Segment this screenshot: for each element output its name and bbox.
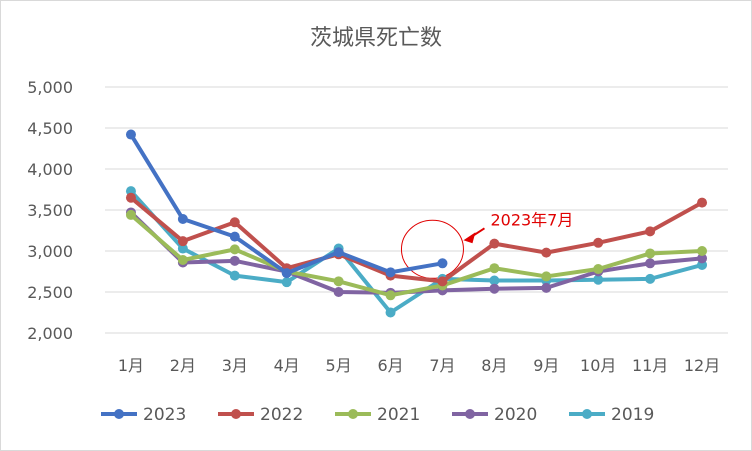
x-tick-label: 9月 (533, 356, 559, 375)
y-tick-label: 3,000 (27, 242, 73, 261)
data-point (333, 276, 344, 287)
legend-label: 2023 (143, 405, 186, 425)
data-point (489, 238, 500, 249)
data-point (593, 274, 604, 285)
legend-swatch-marker (348, 409, 358, 419)
data-point (333, 287, 344, 297)
data-point (229, 270, 240, 281)
x-tick-label: 1月 (118, 356, 144, 375)
series-2023 (125, 129, 448, 279)
data-point (125, 129, 136, 140)
series-2022 (125, 192, 708, 287)
y-tick-label: 3,500 (27, 201, 73, 220)
data-point (645, 258, 656, 269)
annotation-label: 2023年7月 (490, 210, 573, 229)
x-tick-label: 4月 (274, 356, 300, 375)
legend-item-2021: 2021 (335, 405, 420, 425)
data-point (229, 231, 240, 242)
data-point (177, 243, 188, 254)
data-point (541, 271, 552, 282)
data-point (541, 282, 552, 293)
data-point (489, 275, 500, 286)
legend-item-2022: 2022 (218, 405, 303, 425)
data-point (593, 264, 604, 275)
data-point (697, 246, 708, 256)
legend-swatch-marker (465, 409, 475, 419)
y-tick-label: 4,000 (27, 160, 73, 179)
chart-title: 茨城県死亡数 (310, 26, 442, 51)
data-point (333, 247, 344, 258)
data-point (645, 248, 656, 259)
data-point (385, 267, 396, 278)
y-tick-label: 4,500 (27, 119, 73, 138)
data-point (281, 277, 292, 288)
data-point (125, 192, 136, 203)
data-point (385, 307, 396, 318)
x-tick-label: 2月 (170, 356, 196, 375)
legend-swatch-marker (582, 409, 592, 419)
data-point (645, 226, 656, 237)
data-point (385, 290, 396, 301)
x-tick-label: 3月 (222, 356, 248, 375)
annotation-arrowhead (463, 232, 476, 244)
series-2021 (125, 209, 708, 301)
x-tick-label: 11月 (632, 356, 668, 375)
x-tick-label: 8月 (481, 356, 507, 375)
y-tick-label: 5,000 (27, 78, 73, 97)
series-line-2019 (128, 189, 705, 315)
data-point (177, 255, 188, 266)
data-point (541, 247, 552, 258)
data-point (177, 214, 188, 225)
data-point (645, 273, 656, 284)
data-point (489, 263, 500, 274)
series-line-2022 (128, 195, 705, 284)
y-tick-label: 2,500 (27, 283, 73, 302)
data-point (593, 237, 604, 248)
data-point (229, 217, 240, 228)
x-tick-label: 12月 (684, 356, 720, 375)
data-point (437, 276, 448, 287)
legend-label: 2020 (494, 405, 537, 425)
data-point (229, 255, 240, 266)
data-point (697, 253, 708, 264)
legend-item-2019: 2019 (569, 405, 654, 425)
legend-item-2020: 2020 (452, 405, 537, 425)
legend-swatch-marker (231, 409, 241, 419)
data-point (437, 258, 448, 269)
data-point (229, 244, 240, 255)
data-point (489, 283, 500, 294)
data-point (125, 209, 136, 220)
x-tick-label: 7月 (429, 356, 455, 375)
x-tick-label: 6月 (377, 356, 403, 375)
data-point (697, 197, 708, 208)
legend-label: 2019 (611, 405, 654, 425)
data-point (177, 236, 188, 247)
x-tick-label: 5月 (326, 356, 352, 375)
data-point (281, 268, 292, 279)
series-line-2021 (128, 212, 705, 298)
legend-label: 2021 (377, 405, 420, 425)
x-tick-label: 10月 (580, 356, 616, 375)
series-line-2023 (128, 132, 445, 276)
legend-item-2023: 2023 (101, 405, 186, 425)
y-tick-label: 2,000 (27, 324, 73, 343)
legend-swatch-marker (114, 409, 124, 419)
legend-label: 2022 (260, 405, 303, 425)
